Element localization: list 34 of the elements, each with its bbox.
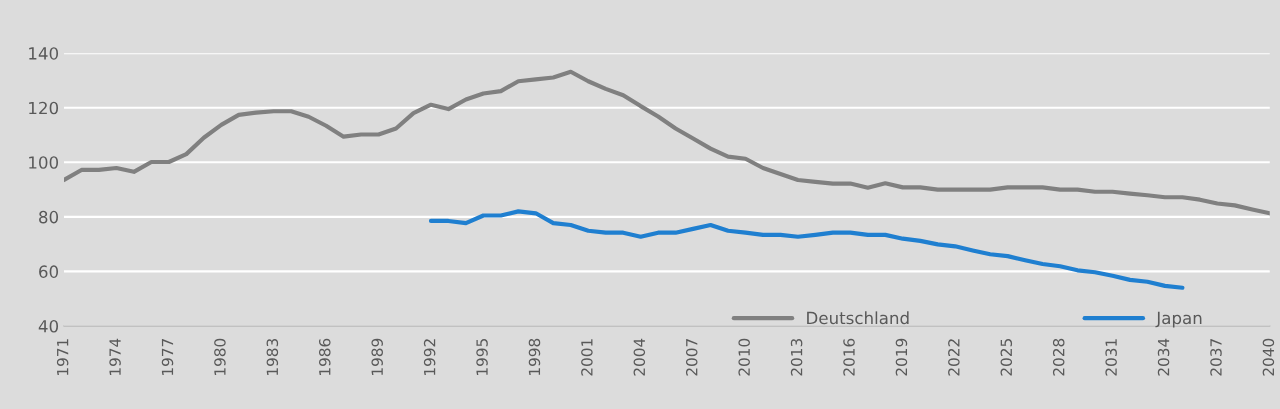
x-tick-label: 1974 — [109, 338, 121, 375]
x-tick-label: 2007 — [685, 339, 698, 376]
x-tick-label: 1986 — [319, 338, 331, 375]
x-tick-label: 1971 — [56, 339, 69, 375]
x-tick-label: 2037 — [1210, 339, 1222, 376]
x-tick-label: 2040 — [1262, 338, 1275, 376]
x-tick-label: 2013 — [790, 339, 803, 376]
x-tick-label: 1983 — [266, 339, 279, 375]
line-series — [64, 69, 1270, 216]
x-tick-label: 1980 — [214, 338, 226, 375]
x-tick-label: 2034 — [1157, 338, 1170, 376]
x-tick-label: 2019 — [895, 338, 908, 376]
y-tick-label: 60 — [39, 265, 59, 278]
x-tick-label: 2004 — [633, 338, 646, 376]
x-tick-label: 1998 — [528, 338, 541, 375]
y-tick-label: 140 — [29, 47, 59, 60]
x-tick-label: 2028 — [1052, 338, 1065, 376]
y-tick-label: 100 — [29, 156, 59, 169]
y-tick-label: 120 — [29, 101, 59, 115]
x-tick-label: 2016 — [843, 338, 855, 376]
x-tick-label: 1992 — [423, 339, 436, 375]
y-tick-label: 80 — [39, 210, 59, 224]
x-tick-label: 2001 — [581, 339, 593, 376]
x-tick-label: 1989 — [371, 338, 383, 375]
legend-label: Deutschland — [807, 311, 909, 325]
x-tick-label: 2025 — [1000, 339, 1013, 376]
x-tick-label: 2031 — [1105, 339, 1117, 376]
legend-label: Japan — [1155, 311, 1202, 328]
y-tick-label: 40 — [38, 319, 59, 333]
x-tick-label: 2010 — [738, 338, 750, 376]
x-tick-label: 1977 — [161, 339, 174, 375]
x-tick-label: 2022 — [948, 339, 960, 376]
line-series — [428, 209, 1185, 290]
x-tick-label: 1995 — [476, 339, 488, 375]
